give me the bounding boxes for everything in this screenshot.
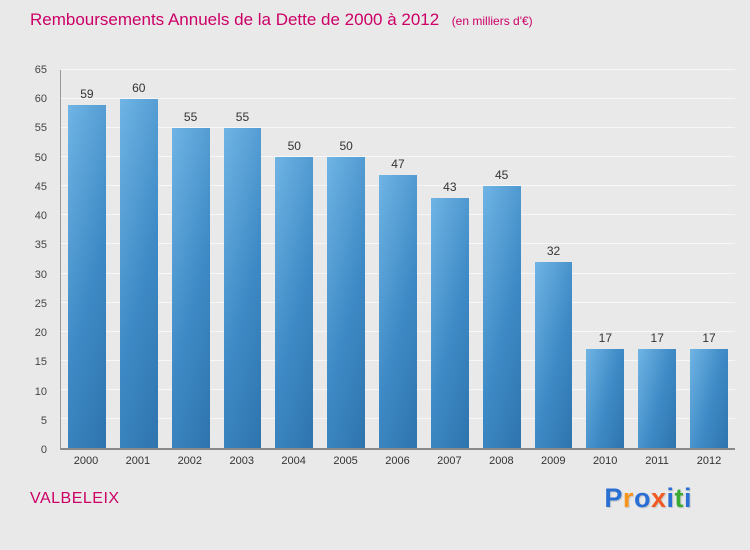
bar-value-label: 17 (650, 331, 664, 346)
bars-row: 59 60 55 55 50 50 47 43 45 32 17 17 17 (61, 70, 735, 448)
logo-letter: r (622, 483, 634, 513)
bar-value-label: 50 (339, 139, 353, 154)
bar: 50 (327, 139, 366, 448)
bar-value-label: 59 (80, 86, 94, 101)
logo-letter: x (650, 483, 667, 513)
gridline (61, 156, 735, 158)
x-tick-label: 2001 (125, 455, 151, 467)
bar-cell: 50 (320, 70, 372, 448)
bar: 50 (275, 139, 314, 448)
y-tick-label: 65 (34, 64, 47, 76)
bar: 17 (690, 331, 728, 448)
bar-cell: 17 (631, 70, 683, 448)
y-tick-label: 25 (34, 297, 47, 310)
bar-cell: 43 (424, 70, 476, 448)
footer-location: VALBELEIX (30, 490, 120, 507)
bar-cell: 55 (165, 70, 217, 448)
bar: 32 (534, 244, 573, 448)
gridline (61, 127, 735, 129)
bar: 43 (430, 180, 469, 448)
x-axis-labels: 2000 2001 2002 2003 2004 2005 2006 2007 2008 2009… (60, 455, 735, 467)
bar: 59 (68, 87, 106, 448)
y-tick-label: 10 (34, 385, 47, 398)
y-tick-label: 5 (40, 414, 47, 427)
bar-cell: 55 (217, 70, 269, 448)
bar-cell: 45 (476, 70, 528, 448)
y-tick-label: 35 (34, 239, 47, 252)
x-tick-label: 2000 (73, 455, 99, 467)
x-tick-label: 2009 (541, 455, 566, 467)
y-tick-label: 30 (34, 268, 47, 281)
bar-value-label: 47 (391, 156, 405, 171)
bar: 55 (171, 110, 210, 448)
x-tick-label: 2004 (281, 455, 306, 467)
bar-value-label: 17 (598, 331, 613, 346)
gridline (61, 69, 735, 70)
y-tick-label: 15 (34, 356, 47, 369)
bar: 55 (223, 110, 262, 448)
bar-cell: 17 (683, 70, 735, 448)
bar-cell: 47 (372, 70, 424, 448)
y-tick-label: 40 (34, 210, 47, 223)
bar-value-label: 17 (702, 331, 716, 346)
logo-letter: o (633, 483, 651, 513)
bar-value-label: 60 (132, 81, 146, 96)
logo-letter: t (674, 483, 684, 513)
logo-letter: P (604, 483, 623, 513)
logo-letter: i (683, 483, 692, 513)
x-tick-label: 2008 (489, 455, 514, 467)
y-tick-label: 0 (40, 444, 47, 456)
y-tick-label: 50 (34, 151, 47, 164)
chart-title: Remboursements Annuels de la Dette de 20… (30, 10, 440, 29)
y-tick-label: 55 (34, 122, 47, 135)
bar-value-label: 55 (235, 110, 250, 125)
proxiti-logo: Proxiti (604, 483, 692, 514)
y-axis-labels: 0 5 10 15 20 25 30 35 40 45 50 55 60 65 (0, 64, 55, 456)
x-tick-label: 2006 (385, 455, 410, 467)
bar-value-label: 50 (287, 139, 301, 154)
bar-value-label: 55 (183, 110, 198, 125)
x-tick-label: 2005 (333, 455, 358, 467)
title-bar: Remboursements Annuels de la Dette de 20… (30, 10, 740, 30)
y-tick-label: 20 (34, 327, 47, 340)
gridline (61, 98, 735, 100)
bar-cell: 60 (113, 70, 165, 448)
bar: 47 (379, 157, 417, 448)
y-tick-label: 45 (34, 180, 47, 193)
logo-letter: i (666, 483, 675, 513)
bar-cell: 32 (528, 70, 580, 448)
y-tick-label: 60 (34, 93, 47, 106)
bar-cell: 17 (579, 70, 631, 448)
bar-cell: 59 (61, 70, 113, 448)
x-tick-label: 2007 (437, 455, 462, 467)
x-tick-label: 2012 (696, 455, 722, 467)
bar-cell: 50 (268, 70, 320, 448)
bar-value-label: 45 (494, 168, 509, 183)
bar: 17 (586, 331, 625, 448)
x-tick-label: 2002 (177, 455, 203, 467)
x-tick-label: 2011 (645, 455, 669, 467)
bar: 60 (119, 81, 158, 448)
bar-value-label: 32 (546, 243, 561, 258)
plot-area: 59 60 55 55 50 50 47 43 45 32 17 17 17 (60, 69, 735, 450)
bar: 17 (638, 331, 677, 448)
bar-value-label: 43 (443, 179, 457, 194)
x-tick-label: 2003 (229, 455, 254, 467)
x-tick-label: 2010 (592, 455, 618, 467)
chart-subtitle: (en milliers d'€) (451, 14, 533, 28)
bar: 45 (482, 168, 521, 448)
